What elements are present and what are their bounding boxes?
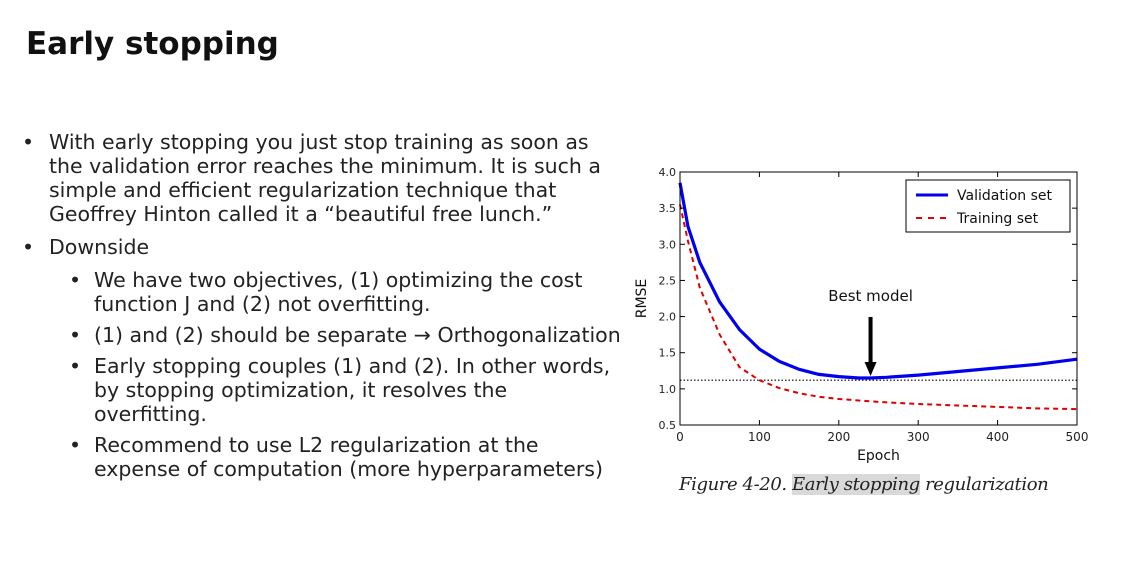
bullet-marker: • [69,323,82,347]
y-axis-label: RMSE [634,279,650,319]
sub-bullet-text: (1) and (2) should be separate → Orthogo… [94,323,621,347]
bullet-item: • Downside [22,235,622,259]
y-tick-label: 1.5 [659,347,677,360]
sub-bullet-text: We have two objectives, (1) optimizing t… [94,268,583,316]
sub-bullet-item: • Recommend to use L2 regularization at … [69,433,622,481]
plot-frame [679,171,1078,426]
figure-caption: Figure 4-20. Early stopping regularizati… [679,474,1049,495]
sub-bullet-item: • We have two objectives, (1) optimizing… [69,268,622,316]
y-tick-label: 2.5 [659,274,677,287]
early-stopping-chart: 0 100 200 300 400 500 0.5 1.0 1.5 2.0 2.5 3.0 3.5 4.0… [634,166,1089,464]
legend-label: Training set [956,211,1039,227]
y-tick-label: 1.0 [659,383,677,396]
bullet-item: • With early stopping you just stop trai… [22,130,622,226]
sub-bullet-text: Early stopping couples (1) and (2). In o… [94,354,611,426]
sub-bullet-item: • (1) and (2) should be separate → Ortho… [69,323,622,347]
x-tick-label: 500 [1066,430,1089,444]
x-tick-label: 300 [907,430,930,444]
training-line [679,204,1078,411]
bullet-marker: • [69,354,82,378]
bullet-marker: • [22,235,35,259]
y-tick-label: 3.0 [659,238,677,251]
x-tick-label: 100 [748,430,771,444]
caption-suffix: regularization [919,474,1049,495]
bullet-text: With early stopping you just stop traini… [49,130,601,226]
annotation-label: Best model [828,287,913,305]
y-tick-label: 4.0 [659,166,677,179]
sub-bullet-item: • Early stopping couples (1) and (2). In… [69,354,622,426]
bullet-marker: • [69,433,82,457]
sub-bullet-text: Recommend to use L2 regularization at th… [94,433,603,481]
x-tick-label: 0 [676,430,684,444]
y-tick-label: 3.5 [659,202,677,215]
caption-highlight: Early stopping [792,474,920,495]
legend-label: Validation set [957,188,1052,204]
validation-line [678,182,1078,380]
x-tick-label: 400 [986,430,1009,444]
y-tick-label: 2.0 [659,311,677,324]
caption-prefix: Figure 4-20. [679,474,793,495]
legend-box [905,179,1071,233]
bullet-text: Downside [49,235,150,259]
bullet-list: • With early stopping you just stop trai… [22,130,622,488]
bullet-marker: • [69,268,82,292]
x-axis-label: Epoch [857,448,900,464]
x-tick-label: 200 [827,430,850,444]
bullet-marker: • [22,130,35,154]
annotation-arrowhead [864,362,877,377]
y-tick-label: 0.5 [659,419,677,432]
slide-title: Early stopping [26,26,279,62]
